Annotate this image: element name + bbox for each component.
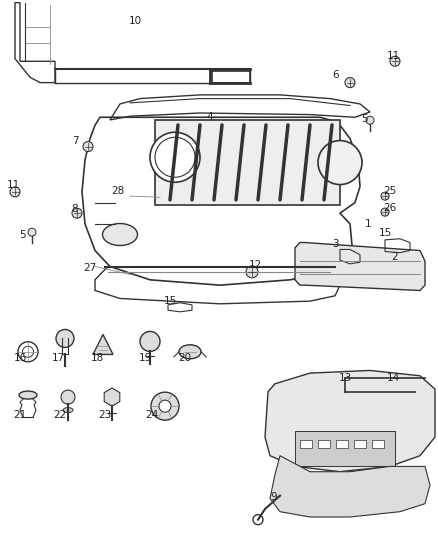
Ellipse shape bbox=[102, 223, 138, 246]
Text: 23: 23 bbox=[99, 410, 112, 419]
Bar bbox=[155, 120, 340, 205]
Circle shape bbox=[72, 208, 82, 218]
Bar bbox=[300, 440, 312, 448]
Circle shape bbox=[318, 141, 362, 184]
Circle shape bbox=[28, 228, 36, 236]
Circle shape bbox=[390, 56, 400, 66]
Circle shape bbox=[150, 132, 200, 182]
Text: 5: 5 bbox=[362, 115, 368, 124]
Polygon shape bbox=[104, 388, 120, 406]
Text: 21: 21 bbox=[14, 410, 27, 419]
Circle shape bbox=[61, 390, 75, 404]
Text: 5: 5 bbox=[19, 230, 25, 239]
Text: 16: 16 bbox=[14, 353, 27, 363]
Circle shape bbox=[151, 392, 179, 420]
Text: 3: 3 bbox=[332, 239, 338, 249]
Text: 13: 13 bbox=[339, 374, 352, 383]
Text: 14: 14 bbox=[386, 374, 399, 383]
Text: 11: 11 bbox=[7, 181, 20, 190]
Text: 25: 25 bbox=[383, 186, 397, 196]
Bar bbox=[372, 440, 384, 448]
Text: 6: 6 bbox=[333, 70, 339, 79]
Bar bbox=[295, 431, 395, 466]
Circle shape bbox=[56, 329, 74, 348]
Circle shape bbox=[10, 187, 20, 197]
Text: 12: 12 bbox=[248, 261, 261, 270]
Text: 20: 20 bbox=[178, 353, 191, 363]
Bar bbox=[354, 440, 366, 448]
Text: 15: 15 bbox=[163, 296, 177, 306]
Circle shape bbox=[345, 78, 355, 87]
Text: 22: 22 bbox=[53, 410, 67, 419]
Text: 28: 28 bbox=[111, 186, 125, 196]
Text: 15: 15 bbox=[378, 229, 392, 238]
Text: 18: 18 bbox=[90, 353, 104, 363]
Text: 19: 19 bbox=[138, 353, 152, 363]
Text: 26: 26 bbox=[383, 203, 397, 213]
Text: 10: 10 bbox=[128, 17, 141, 26]
Text: 2: 2 bbox=[392, 252, 398, 262]
Text: 8: 8 bbox=[72, 204, 78, 214]
Ellipse shape bbox=[63, 408, 73, 413]
Text: 7: 7 bbox=[72, 136, 78, 146]
Text: 27: 27 bbox=[83, 263, 97, 272]
Bar bbox=[212, 70, 250, 83]
Bar bbox=[318, 440, 330, 448]
Text: 24: 24 bbox=[145, 410, 159, 419]
Text: 11: 11 bbox=[386, 51, 399, 61]
Circle shape bbox=[366, 116, 374, 124]
Circle shape bbox=[381, 208, 389, 216]
Bar bbox=[336, 440, 348, 448]
Circle shape bbox=[140, 332, 160, 351]
Polygon shape bbox=[93, 334, 113, 354]
Text: 9: 9 bbox=[271, 492, 277, 502]
Polygon shape bbox=[295, 243, 425, 290]
Circle shape bbox=[83, 142, 93, 151]
Polygon shape bbox=[270, 456, 430, 517]
Circle shape bbox=[381, 192, 389, 200]
Circle shape bbox=[246, 266, 258, 278]
Ellipse shape bbox=[179, 345, 201, 359]
Ellipse shape bbox=[19, 391, 37, 399]
Text: 17: 17 bbox=[51, 353, 65, 363]
Text: 1: 1 bbox=[365, 219, 371, 229]
Circle shape bbox=[159, 400, 171, 412]
Polygon shape bbox=[265, 370, 435, 472]
Text: 4: 4 bbox=[207, 112, 213, 122]
